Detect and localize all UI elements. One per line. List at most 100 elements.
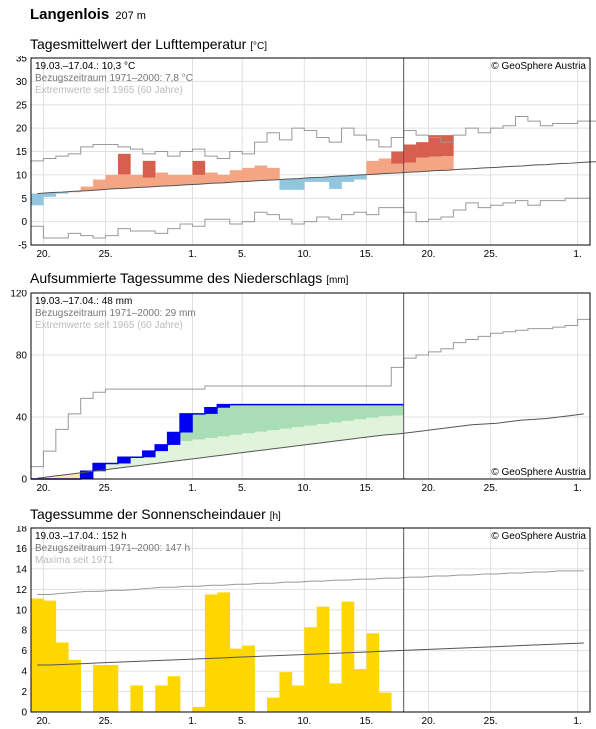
precipitation-band	[55, 475, 69, 479]
y-tick-label: -5	[18, 241, 27, 252]
x-tick-label: 5.	[238, 249, 246, 260]
y-tick-label: 4	[21, 667, 27, 678]
sunshine-bar	[167, 676, 181, 712]
normal-line	[37, 642, 584, 666]
sunshine-bar	[304, 627, 318, 712]
temperature-title: Tagesmittelwert der Lufttemperatur [°C]	[30, 36, 267, 52]
y-tick-label: 15	[16, 147, 28, 158]
extremes-label: Extremwerte seit 1965 (60 Jahre)	[35, 85, 183, 96]
x-tick-label: 25.	[484, 249, 498, 260]
sunshine-bar	[366, 633, 380, 712]
precipitation-band	[341, 420, 355, 440]
precipitation-band	[304, 425, 318, 445]
precipitation-increment	[117, 457, 131, 464]
precipitation-band	[316, 404, 330, 424]
sunshine-bar	[229, 648, 243, 712]
precipitation-band	[204, 437, 218, 457]
x-tick-label: 25.	[99, 483, 113, 494]
precipitation-band	[192, 413, 206, 440]
maxima-line	[37, 570, 584, 595]
precipitation-band	[329, 422, 342, 442]
temperature-anomaly-bar	[31, 193, 44, 206]
temperature-anomaly-bar	[130, 174, 144, 188]
precipitation-increment	[180, 413, 193, 433]
precipitation-band	[378, 404, 392, 417]
temperature-anomaly-bar	[204, 172, 218, 184]
x-tick-label: 10.	[297, 716, 311, 727]
x-tick-label: 10.	[297, 249, 311, 260]
temperature-anomaly-bar	[217, 174, 231, 183]
precipitation-band	[180, 441, 193, 460]
temperature-anomaly-bar	[440, 156, 454, 171]
precipitation-band	[68, 473, 81, 479]
sunshine-title-text: Tagessumme der Sonnenscheindauer	[30, 506, 266, 522]
temperature-anomaly-bar	[316, 177, 330, 182]
min-extreme-line	[31, 197, 590, 239]
precipitation-increment	[93, 463, 106, 472]
precipitation-band	[229, 404, 243, 435]
temperature-anomaly-bar	[428, 156, 442, 171]
temperature-anomaly-bar	[403, 144, 417, 163]
station-header: Langenlois 207 m	[30, 6, 146, 23]
precipitation-band	[192, 439, 206, 459]
sunshine-bar	[105, 664, 119, 712]
summary-label: 19.03.–17.04.: 48 mm	[35, 296, 132, 307]
x-tick-label: 1.	[573, 249, 581, 260]
precipitation-band	[242, 404, 255, 434]
max-cumulative-line	[31, 318, 590, 468]
y-tick-label: 12	[16, 585, 28, 596]
station-name: Langenlois	[30, 6, 110, 23]
temperature-anomaly-bar	[378, 158, 392, 174]
precipitation-band	[254, 431, 268, 451]
y-tick-label: 120	[10, 290, 27, 300]
x-tick-label: 1.	[188, 483, 196, 494]
copyright-label: © GeoSphere Austria	[491, 531, 586, 542]
y-tick-label: 80	[16, 351, 28, 362]
temperature-anomaly-bar	[192, 174, 206, 185]
temperature-anomaly-bar	[440, 135, 454, 157]
y-tick-label: 0	[21, 217, 27, 228]
y-tick-label: 35	[16, 56, 28, 65]
x-tick-label: 25.	[484, 483, 498, 494]
x-tick-label: 20.	[422, 483, 436, 494]
x-tick-label: 20.	[36, 716, 50, 727]
x-tick-label: 25.	[484, 716, 498, 727]
x-tick-label: 15.	[359, 483, 373, 494]
normal-line	[37, 161, 596, 195]
y-tick-label: 16	[16, 544, 28, 555]
precipitation-band	[267, 430, 280, 449]
precipitation-band	[242, 433, 255, 452]
precipitation-band	[391, 415, 404, 435]
precipitation-band	[353, 404, 367, 420]
temperature-anomaly-bar	[391, 163, 404, 174]
precipitation-increment	[155, 444, 168, 452]
precipitation-title-text: Aufsummierte Tagessumme des Niederschlag…	[30, 270, 323, 286]
y-tick-label: 20	[16, 124, 28, 135]
sunshine-bar	[378, 692, 392, 712]
temperature-anomaly-bar	[229, 170, 243, 182]
x-tick-label: 20.	[422, 249, 436, 260]
y-tick-label: 18	[16, 526, 28, 535]
precipitation-band	[217, 436, 231, 455]
sunshine-bar	[204, 594, 218, 712]
sunshine-bar	[267, 697, 280, 712]
precipitation-chart: 0 40 80 120 20. 25. 1. 5. 10. 15. 20. 25. 1. 19.03.–1…	[10, 290, 591, 494]
max-extreme-line	[31, 115, 596, 162]
y-tick-label: 0	[21, 708, 27, 719]
temperature-anomaly-bar	[267, 167, 280, 181]
temperature-anomaly-bar	[341, 175, 355, 182]
temperature-anomaly-bar	[105, 174, 119, 189]
sunshine-title: Tagessumme der Sonnenscheindauer [h]	[30, 506, 281, 522]
temperature-anomaly-bar	[391, 151, 404, 164]
precipitation-band	[366, 417, 380, 437]
sunshine-bar	[130, 685, 144, 712]
temperature-anomaly-bar	[117, 174, 131, 189]
y-tick-label: 5	[21, 194, 27, 205]
x-tick-label: 1.	[573, 483, 581, 494]
precipitation-title: Aufsummierte Tagessumme des Niederschlag…	[30, 270, 348, 286]
precipitation-band	[167, 442, 181, 462]
extremes-label: Maxima seit 1971	[35, 555, 114, 566]
summary-label: 19.03.–17.04.: 152 h	[35, 531, 127, 542]
temperature-unit: [°C]	[250, 41, 267, 52]
precipitation-increment	[142, 451, 156, 458]
